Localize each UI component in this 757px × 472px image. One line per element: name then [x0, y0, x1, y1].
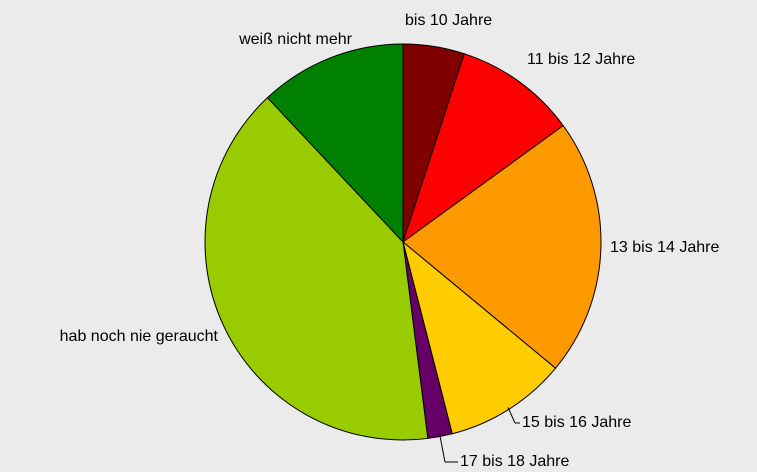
slice-label: 17 bis 18 Jahre — [460, 453, 570, 470]
pie-slice — [402, 124, 602, 369]
leader-line — [507, 407, 516, 424]
slice-label: hab noch nie geraucht — [60, 328, 219, 345]
slice-label: 15 bis 16 Jahre — [522, 414, 632, 431]
slice-label: bis 10 Jahre — [405, 12, 492, 29]
pie-slice — [402, 53, 564, 244]
slice-label: 11 bis 12 Jahre — [527, 51, 635, 68]
leader-line — [439, 434, 446, 463]
pie-slice — [204, 96, 429, 441]
slice-label: weiß nicht mehr — [238, 31, 353, 48]
slice-label: 13 bis 14 Jahre — [610, 239, 720, 256]
pie-slice — [266, 43, 404, 244]
